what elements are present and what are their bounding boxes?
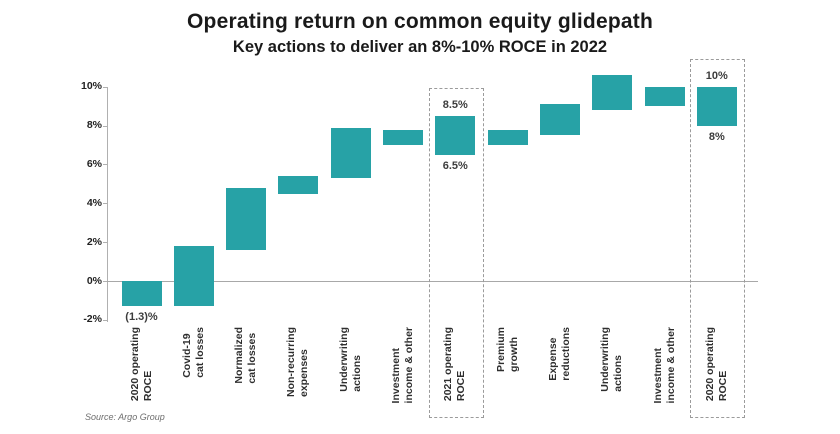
bar-value-label: (1.3)% [125,311,158,324]
y-axis-tick-label: -2% [83,313,102,326]
y-axis-tick [103,281,107,282]
waterfall-bar [487,129,528,146]
bar-value-label: 8% [708,130,725,143]
x-axis-label: Expense reductions [546,327,572,381]
bar-value-label: 8.5% [442,98,468,111]
y-axis-tick [103,203,107,205]
waterfall-bar [278,176,319,194]
y-axis-tick [103,125,107,127]
x-axis-label: Investment income & other [651,327,677,404]
x-axis-label: 2020 operating ROCE [703,327,729,402]
x-axis-label: Underwriting actions [337,327,363,392]
x-axis-label: Investment income & other [390,327,415,404]
y-axis-tick [103,242,107,244]
waterfall-bar [121,281,162,307]
x-axis-label: Covid-19 cat losses [180,327,206,378]
waterfall-bar [696,86,737,126]
y-axis-tick-label: 10% [80,80,102,93]
y-axis-tick-label: 2% [86,235,102,248]
y-axis-line [107,86,108,322]
x-axis-label: Normalized cat losses [233,327,259,384]
bar-range-highlight-box [428,87,484,418]
x-axis-label: 2020 operating ROCE [128,327,154,402]
waterfall-bar [644,86,685,107]
y-axis-tick-label: 4% [86,196,102,209]
y-axis-tick-label: 0% [86,274,102,287]
y-axis-tick [103,164,107,166]
waterfall-bar [383,129,423,146]
waterfall-bar [173,246,214,307]
source-note: Source: Argo Group [85,412,165,422]
y-axis-tick [103,319,107,321]
bar-value-label: 6.5% [442,159,468,172]
x-axis-label: 2021 operating ROCE [442,327,468,402]
y-axis-tick-label: 6% [86,157,102,170]
zero-line [107,281,758,282]
waterfall-bar [592,75,633,111]
waterfall-bar [539,104,580,136]
y-axis-tick-label: 8% [86,119,102,132]
waterfall-bar [330,127,371,179]
x-axis-label: Underwriting actions [599,327,625,392]
x-axis-label: Premium growth [494,327,520,372]
waterfall-bar [435,115,476,155]
waterfall-bar [226,187,267,250]
y-axis-tick [103,86,107,88]
chart-subtitle: Key actions to deliver an 8%-10% ROCE in… [232,38,608,56]
x-axis-label: Non-recurring expenses [285,327,311,398]
bar-range-highlight-box [690,58,746,418]
chart-title: Operating return on common equity glidep… [187,10,653,33]
bar-value-label: 10% [705,69,728,82]
